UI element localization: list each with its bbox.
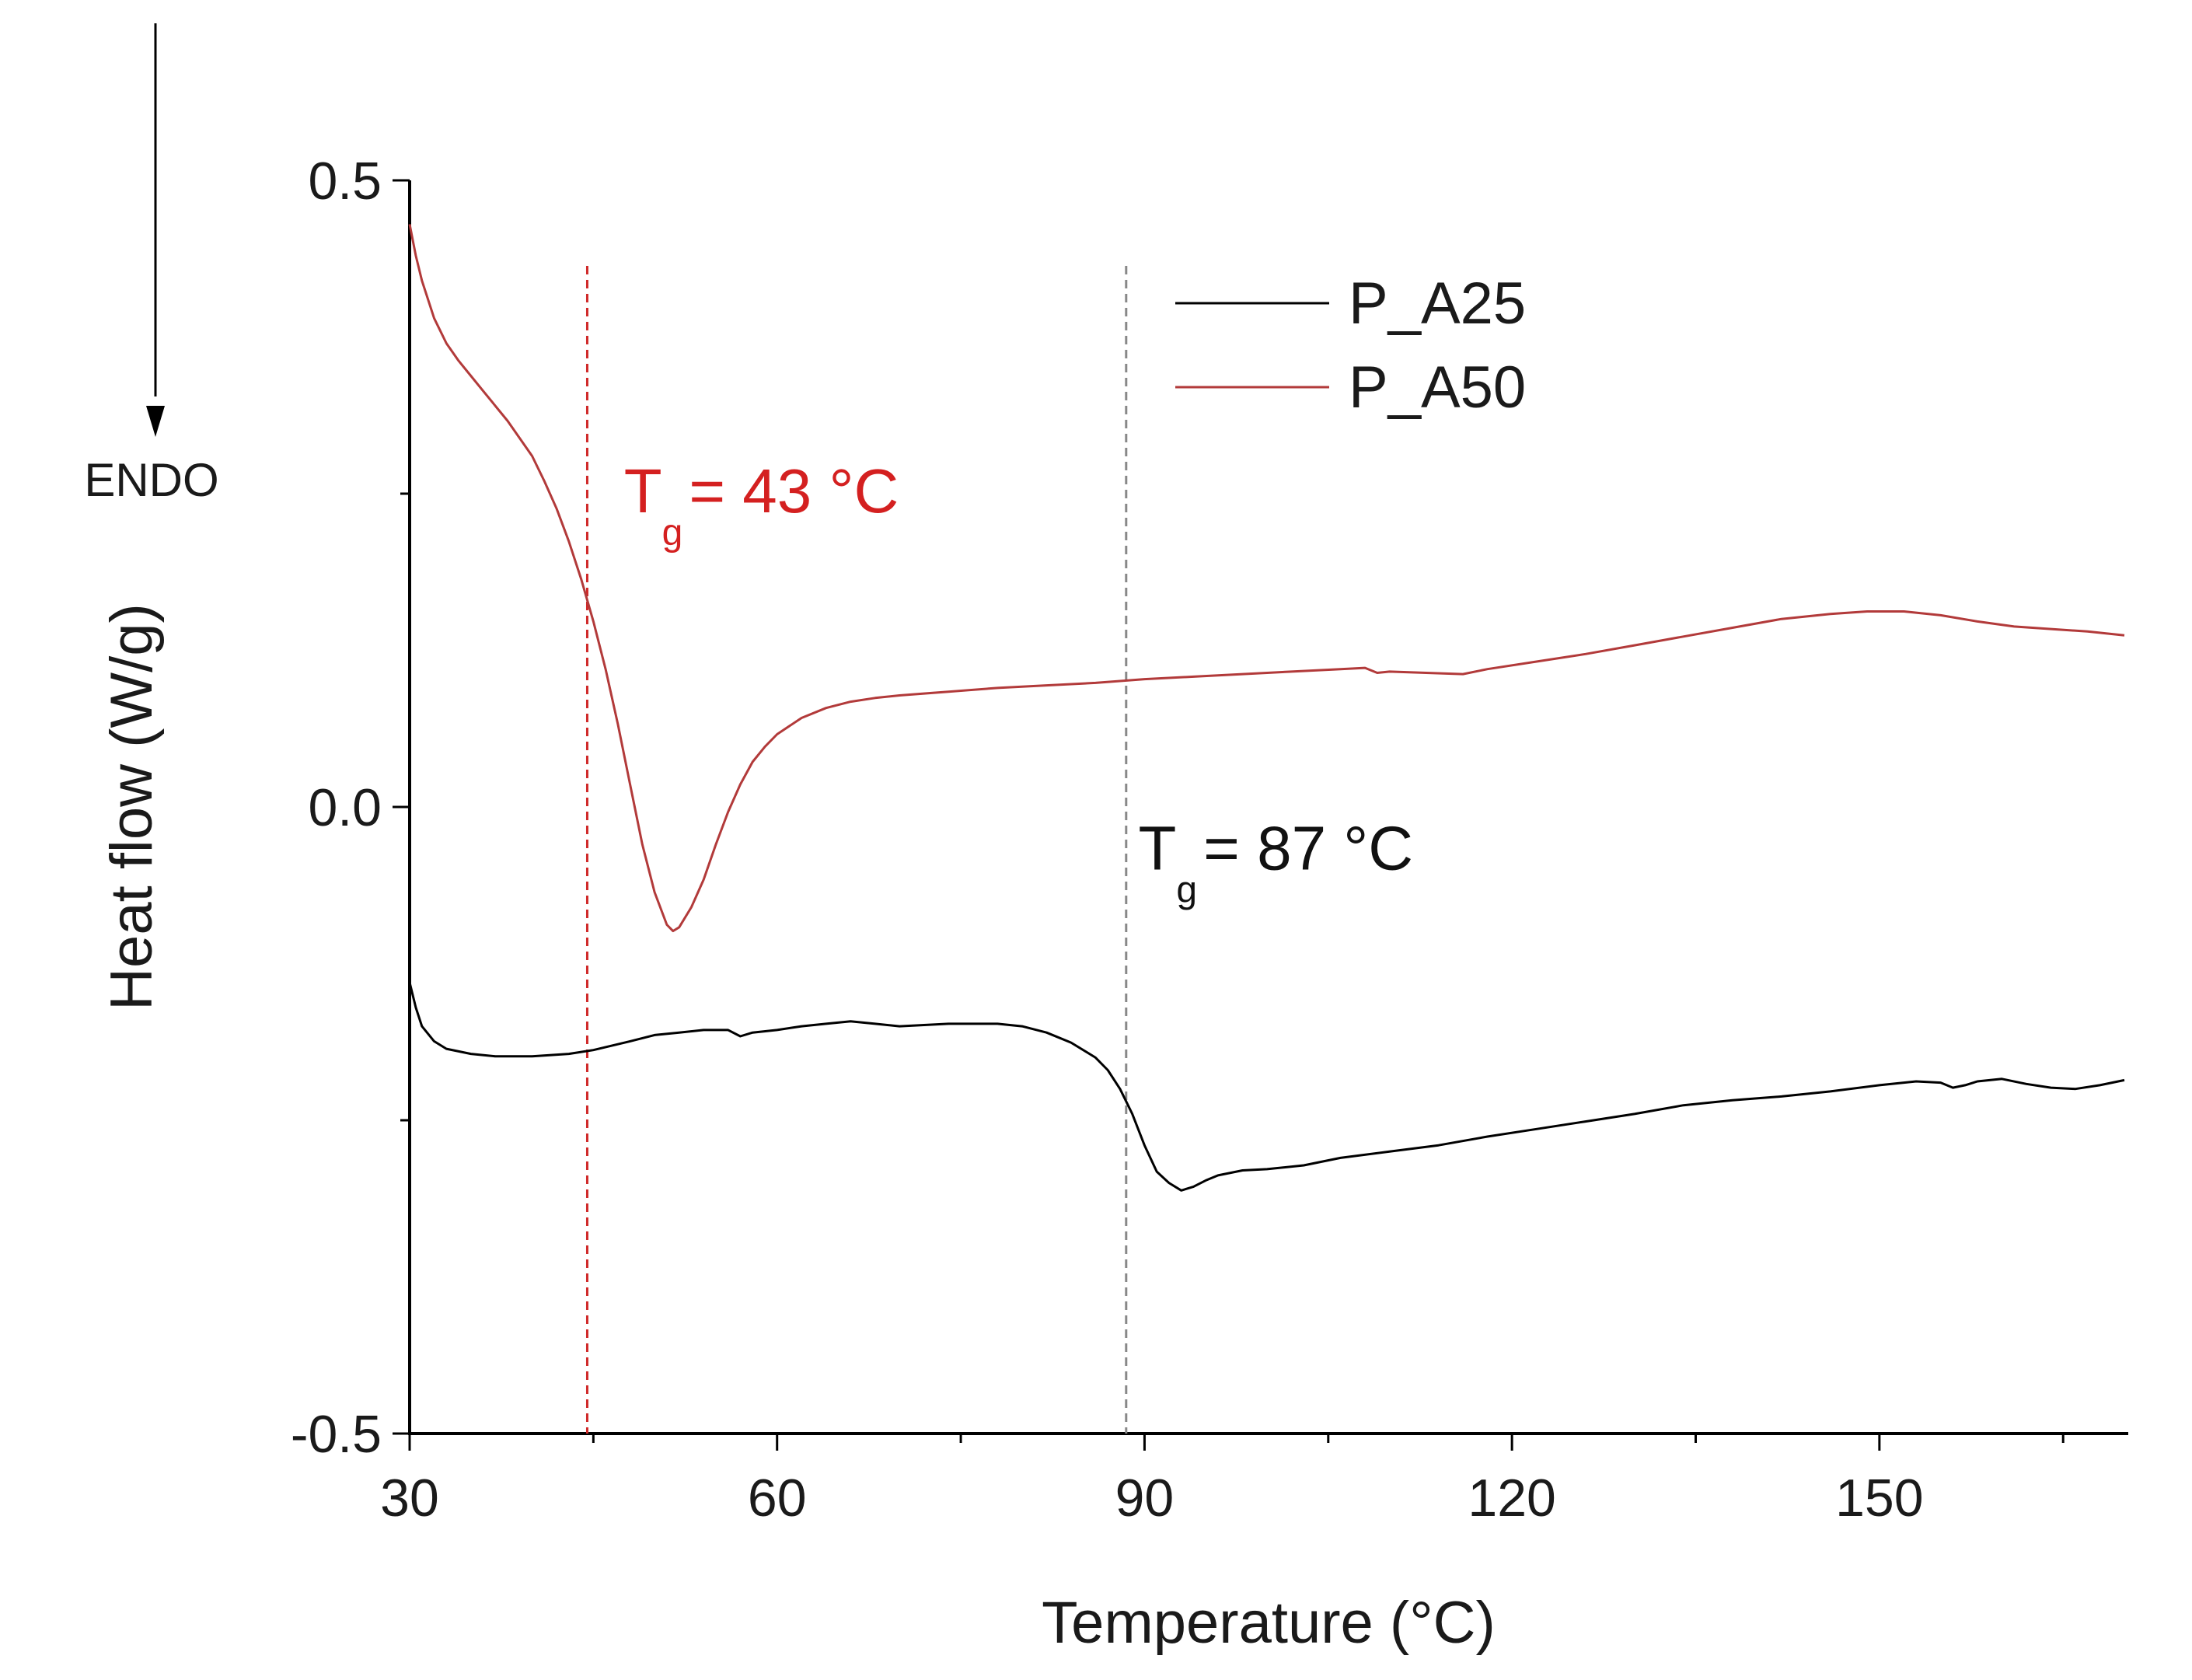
x-tick-label-30: 30 — [380, 1469, 439, 1528]
x-tick-label-120: 120 — [1468, 1469, 1555, 1528]
tg-annotation-symbol: T — [1139, 814, 1177, 883]
legend-label-p-a25: P_A25 — [1349, 271, 1526, 337]
tg-annotation-1: Tg= 87 °C — [1139, 814, 1414, 911]
x-tick-label-90: 90 — [1115, 1469, 1175, 1528]
x-tick-label-150: 150 — [1835, 1469, 1923, 1528]
series-line-p-a50 — [408, 224, 2125, 933]
tg-annotation-subscript: g — [662, 512, 683, 554]
tg-annotation-value: = 43 °C — [689, 456, 899, 526]
endo-label: ENDO — [84, 454, 218, 506]
x-axis-title: Temperature (°C) — [1042, 1590, 1496, 1656]
tg-annotation-0: Tg= 43 °C — [624, 456, 899, 554]
legend: P_A25 P_A50 — [1175, 271, 1526, 421]
endo-arrow — [146, 23, 165, 437]
y-tick-label-0-0: 0.0 — [308, 778, 382, 837]
y-axis-title: Heat flow (W/g) — [99, 603, 165, 1011]
y-tick-label-0-5: -0.5 — [291, 1405, 382, 1464]
y-tick-label-0-5: 0.5 — [308, 152, 382, 211]
x-tick-label-60: 60 — [748, 1469, 807, 1528]
tg-annotation-subscript: g — [1176, 870, 1197, 911]
tg-annotation-symbol: T — [624, 456, 662, 526]
tg-annotation-value: = 87 °C — [1203, 814, 1413, 883]
legend-label-p-a50: P_A50 — [1349, 355, 1526, 421]
series-line-p-a25 — [408, 982, 2125, 1192]
